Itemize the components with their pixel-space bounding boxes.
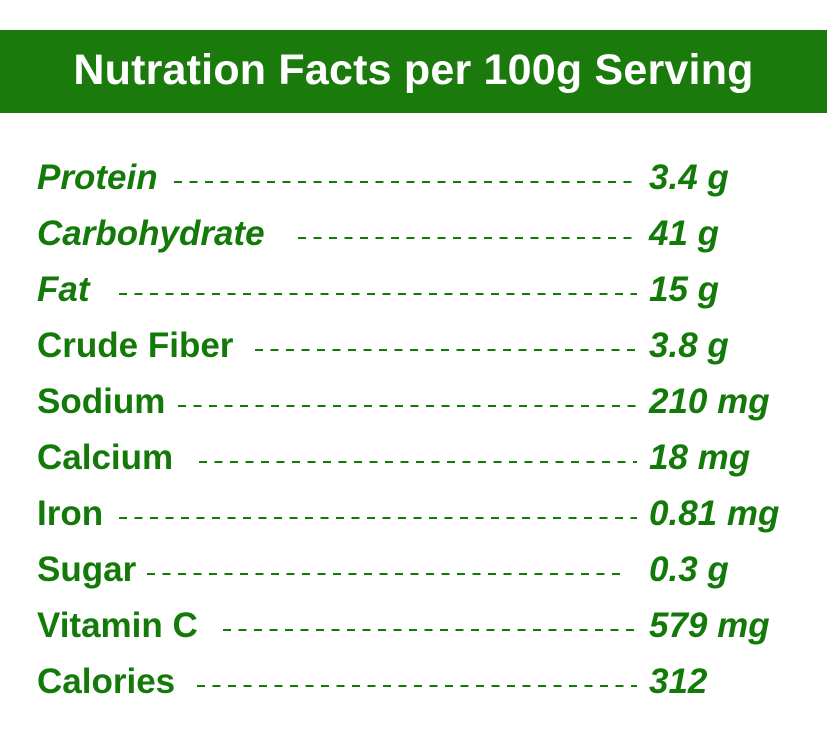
title-banner: Nutration Facts per 100g Serving — [0, 30, 827, 113]
nutrient-label: Sugar — [37, 550, 137, 589]
nutrient-label: Carbohydrate — [37, 214, 265, 253]
nutrient-label: Protein — [37, 158, 158, 197]
nutrient-value: 312 — [649, 662, 708, 701]
dotted-leader — [174, 150, 637, 206]
nutrient-value: 579 mg — [649, 606, 770, 645]
nutrient-label: Vitamin C — [37, 606, 198, 645]
nutrient-row-crude-fiber: Crude Fiber 3.8 g — [37, 318, 797, 374]
nutrient-row-protein: Protein 3.4 g — [37, 150, 797, 206]
nutrient-row-fat: Fat 15 g — [37, 262, 797, 318]
nutrient-row-calcium: Calcium 18 mg — [37, 430, 797, 486]
nutrient-label: Crude Fiber — [37, 326, 234, 365]
dotted-leader — [255, 318, 637, 374]
nutrient-label: Calcium — [37, 438, 174, 477]
nutrient-row-carbohydrate: Carbohydrate 41 g — [37, 206, 797, 262]
nutrition-list: Protein 3.4 g Carbohydrate 41 g Fat 15 g… — [37, 150, 797, 710]
dotted-leader — [199, 430, 637, 486]
page-title: Nutration Facts per 100g Serving — [73, 46, 754, 94]
nutrient-value: 0.3 g — [649, 550, 729, 589]
nutrient-label: Fat — [37, 270, 90, 309]
nutrient-value: 3.8 g — [649, 326, 729, 365]
nutrient-value: 18 mg — [649, 438, 751, 477]
nutrient-row-iron: Iron 0.81 mg — [37, 486, 797, 542]
nutrient-label: Calories — [37, 662, 176, 701]
nutrient-value: 15 g — [649, 270, 720, 309]
nutrient-value: 41 g — [649, 214, 720, 253]
nutrient-value: 0.81 mg — [649, 494, 780, 533]
nutrient-row-sodium: Sodium 210 mg — [37, 374, 797, 430]
dotted-leader — [178, 374, 637, 430]
dotted-leader — [119, 486, 637, 542]
nutrient-row-sugar: Sugar 0.3 g — [37, 542, 797, 598]
nutrient-label: Iron — [37, 494, 104, 533]
dotted-leader — [147, 542, 627, 598]
dotted-leader — [298, 206, 637, 262]
nutrient-label: Sodium — [37, 382, 166, 421]
dotted-leader — [223, 598, 637, 654]
nutrient-value: 210 mg — [649, 382, 770, 421]
nutrient-row-calories: Calories 312 — [37, 654, 797, 710]
nutrient-row-vitamin-c: Vitamin C 579 mg — [37, 598, 797, 654]
dotted-leader — [119, 262, 637, 318]
dotted-leader — [197, 654, 637, 710]
nutrient-value: 3.4 g — [649, 158, 729, 197]
